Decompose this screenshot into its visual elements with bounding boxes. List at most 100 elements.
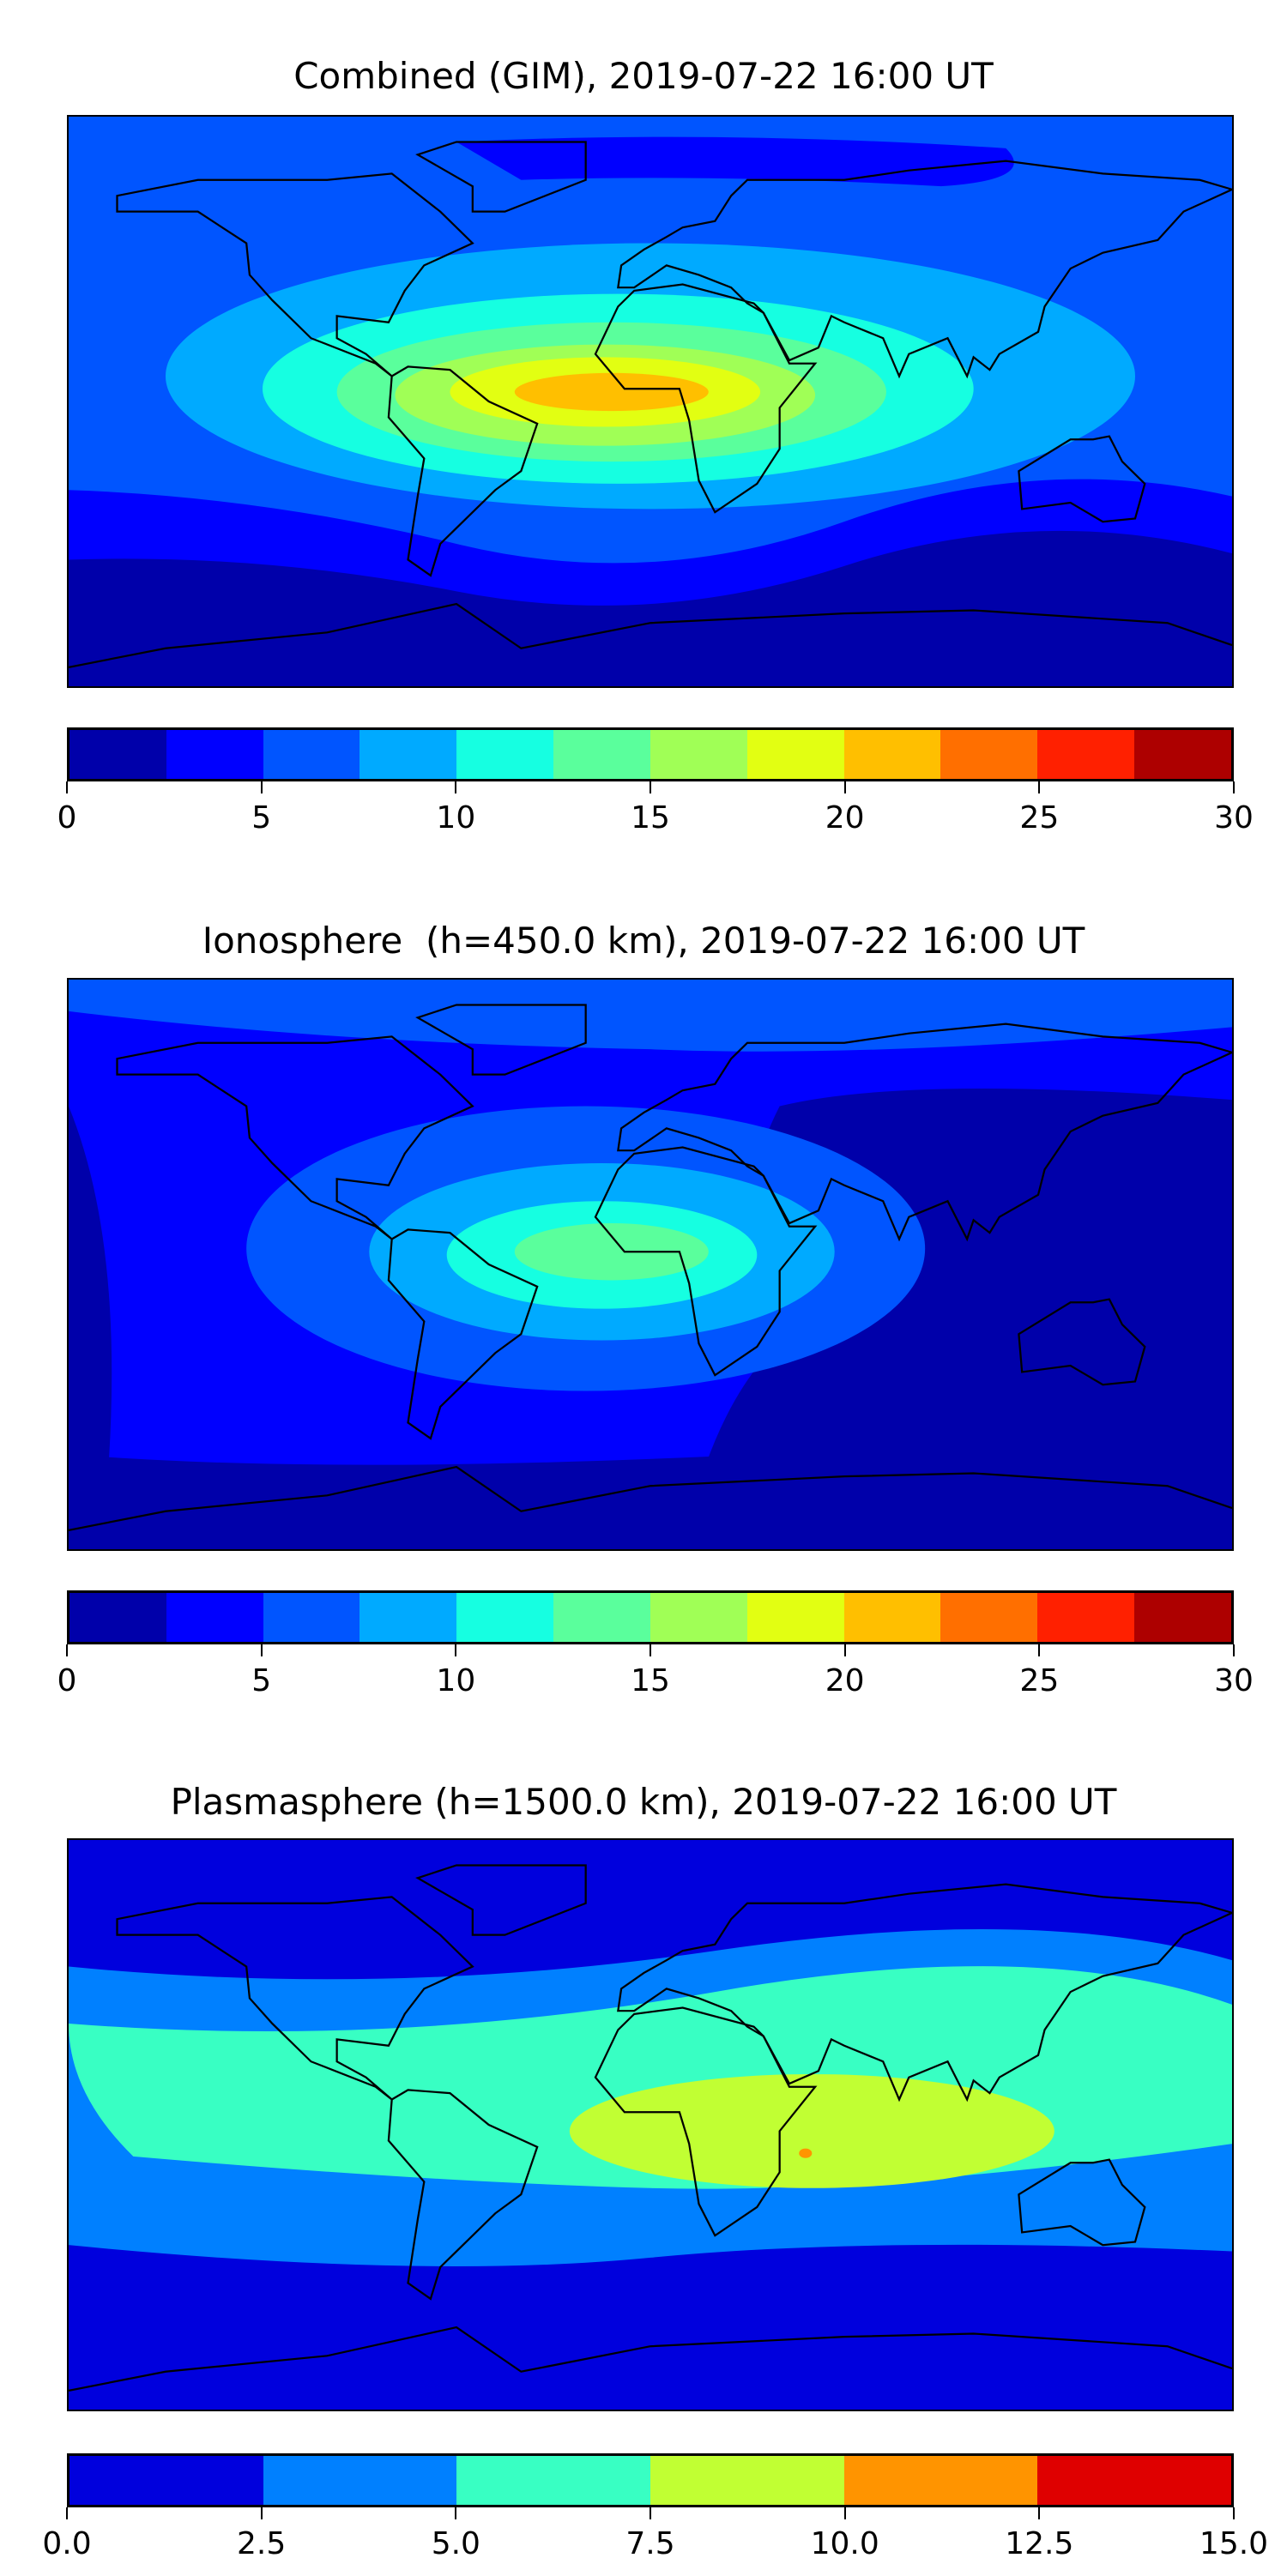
colorbar-segment bbox=[650, 730, 747, 779]
colorbar-tick-label: 20 bbox=[825, 1663, 865, 1698]
coastline-australia bbox=[1018, 2158, 1146, 2247]
colorbar-tick bbox=[650, 781, 651, 793]
coastline-south-america bbox=[387, 365, 539, 577]
colorbar-segment bbox=[1037, 2456, 1232, 2505]
panel-1-map bbox=[67, 115, 1234, 688]
contour-band bbox=[514, 372, 709, 412]
panel-3-map bbox=[67, 1838, 1234, 2411]
colorbar-tick bbox=[1233, 2507, 1235, 2519]
colorbar-tick bbox=[66, 781, 68, 793]
contour-band bbox=[69, 1106, 112, 1549]
colorbar-segment bbox=[360, 1593, 457, 1642]
panel-2-colorbar bbox=[67, 1590, 1234, 1644]
colorbar-segment bbox=[553, 1593, 650, 1642]
colorbar-segment bbox=[1134, 1593, 1231, 1642]
colorbar-tick-label: 5.0 bbox=[431, 2526, 480, 2561]
colorbar-tick-label: 30 bbox=[1214, 1663, 1254, 1698]
coastline-south-america bbox=[387, 1228, 539, 1440]
colorbar-tick bbox=[455, 2507, 457, 2519]
colorbar-segment bbox=[1037, 1593, 1135, 1642]
coastline-north-america bbox=[116, 1896, 474, 2101]
colorbar-tick-label: 10 bbox=[436, 1663, 476, 1698]
contour-band bbox=[799, 2148, 813, 2158]
colorbar-segment bbox=[940, 1593, 1038, 1642]
coastline-australia bbox=[1018, 1298, 1146, 1386]
coastline-eurasia bbox=[617, 1023, 1232, 1242]
coastline-australia bbox=[1018, 435, 1146, 523]
panel-1-title: Combined (GIM), 2019-07-22 16:00 UT bbox=[293, 55, 994, 97]
colorbar-tick-label: 0 bbox=[57, 1663, 77, 1698]
coastline-greenland bbox=[415, 141, 587, 213]
colorbar-segment bbox=[843, 2456, 1038, 2505]
colorbar-tick bbox=[260, 781, 263, 793]
colorbar-segment bbox=[166, 1593, 263, 1642]
coastline-africa bbox=[594, 2006, 818, 2237]
colorbar-segment bbox=[746, 730, 844, 779]
colorbar-tick bbox=[455, 1644, 457, 1656]
coastline-antarctica bbox=[69, 2326, 1232, 2392]
colorbar-segment bbox=[940, 730, 1038, 779]
panel-3-title: Plasmasphere (h=1500.0 km), 2019-07-22 1… bbox=[170, 1781, 1117, 1823]
colorbar-segment bbox=[263, 2456, 457, 2505]
colorbar-tick bbox=[1233, 1644, 1235, 1656]
colorbar-tick bbox=[1233, 781, 1235, 793]
colorbar-tick bbox=[843, 1644, 846, 1656]
colorbar-tick-label: 15 bbox=[631, 1663, 670, 1698]
coastline-eurasia bbox=[617, 160, 1232, 379]
contour-band bbox=[69, 980, 1232, 1052]
colorbar-segment bbox=[1037, 730, 1135, 779]
colorbar-tick-label: 15 bbox=[631, 800, 670, 836]
colorbar-tick-label: 15.0 bbox=[1199, 2526, 1269, 2561]
colorbar-segment bbox=[456, 2456, 651, 2505]
colorbar-tick-label: 20 bbox=[825, 800, 865, 836]
colorbar-tick bbox=[843, 781, 846, 793]
colorbar-segment bbox=[1134, 730, 1231, 779]
colorbar-segment bbox=[456, 730, 554, 779]
coastline-antarctica bbox=[69, 1465, 1232, 1531]
coastline-north-america bbox=[116, 172, 474, 377]
coastline-north-america bbox=[116, 1035, 474, 1240]
coastline-greenland bbox=[415, 1864, 587, 1936]
panel-3-colorbar-ticks: 0.0 2.5 5.0 7.5 10.0 12.5 15.0 bbox=[42, 2507, 1268, 2576]
panel-1-colorbar bbox=[67, 727, 1234, 781]
colorbar-tick-label: 0 bbox=[57, 800, 77, 836]
colorbar-tick-label: 5 bbox=[251, 800, 272, 836]
colorbar-tick bbox=[260, 2507, 263, 2519]
colorbar-segment bbox=[263, 730, 360, 779]
colorbar-segment bbox=[456, 1593, 554, 1642]
colorbar-tick-label: 12.5 bbox=[1005, 2526, 1074, 2561]
coastline-south-america bbox=[387, 2089, 539, 2301]
colorbar-tick bbox=[650, 2507, 651, 2519]
colorbar-segment bbox=[263, 1593, 360, 1642]
panel-2-map bbox=[67, 978, 1234, 1551]
colorbar-segment bbox=[843, 1593, 941, 1642]
colorbar-tick bbox=[650, 1644, 651, 1656]
colorbar-tick bbox=[260, 1644, 263, 1656]
coastline-africa bbox=[594, 283, 818, 514]
colorbar-tick bbox=[1038, 2507, 1041, 2519]
contour-band bbox=[456, 136, 1014, 187]
contour-band bbox=[69, 530, 1232, 686]
colorbar-segment bbox=[650, 1593, 747, 1642]
colorbar-segment bbox=[69, 2456, 263, 2505]
colorbar-tick bbox=[455, 781, 457, 793]
panel-3-colorbar bbox=[67, 2453, 1234, 2507]
colorbar-segment bbox=[166, 730, 263, 779]
colorbar-segment bbox=[553, 730, 650, 779]
coastline-eurasia bbox=[617, 1883, 1232, 2102]
colorbar-tick-label: 30 bbox=[1214, 800, 1254, 836]
colorbar-segment bbox=[69, 730, 166, 779]
colorbar-tick bbox=[843, 2507, 846, 2519]
colorbar-tick bbox=[66, 2507, 68, 2519]
panel-2-colorbar-ticks: 0 5 10 15 20 25 30 bbox=[57, 1644, 1254, 1713]
colorbar-tick-label: 10.0 bbox=[810, 2526, 879, 2561]
colorbar-segment bbox=[360, 730, 457, 779]
colorbar-segment bbox=[843, 730, 941, 779]
colorbar-tick-label: 7.5 bbox=[625, 2526, 675, 2561]
colorbar-tick-label: 2.5 bbox=[237, 2526, 287, 2561]
colorbar-tick bbox=[1038, 1644, 1041, 1656]
colorbar-tick bbox=[1038, 781, 1041, 793]
colorbar-tick bbox=[66, 1644, 68, 1656]
coastline-greenland bbox=[415, 1004, 587, 1076]
colorbar-segment bbox=[69, 1593, 166, 1642]
